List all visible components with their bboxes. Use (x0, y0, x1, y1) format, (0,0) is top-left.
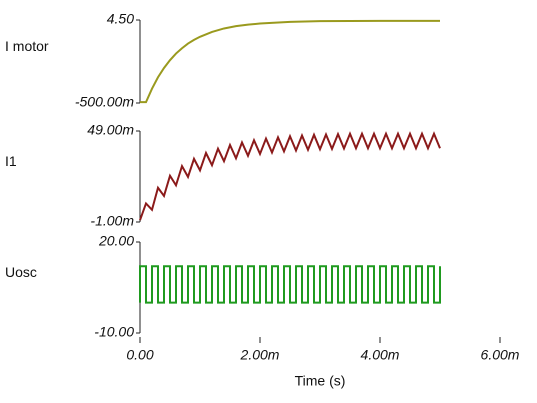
x-tick-label: 4.00m (361, 347, 400, 363)
series-line (139, 265, 441, 304)
x-tick-label: 2.00m (240, 347, 280, 363)
y-tick-label: -1.00m (90, 213, 134, 229)
y-tick-label: 20.00 (98, 233, 134, 249)
y-tick-label: 49.00m (87, 122, 134, 138)
series-label: I motor (5, 38, 49, 54)
series-label: Uosc (5, 264, 37, 280)
x-tick-label: 0.00 (126, 347, 153, 363)
series-line (140, 19, 440, 104)
series-line (139, 131, 441, 221)
y-tick-label: -500.00m (75, 94, 134, 110)
y-tick-label: -10.00 (94, 324, 134, 340)
y-tick-label: 4.50 (107, 11, 134, 27)
x-axis-title: Time (s) (295, 373, 346, 389)
x-tick-label: 6.00m (481, 347, 520, 363)
series-label: I1 (5, 153, 17, 169)
